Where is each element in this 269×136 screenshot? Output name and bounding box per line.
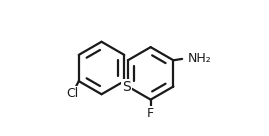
- Text: F: F: [147, 107, 154, 120]
- Text: NH₂: NH₂: [187, 52, 211, 65]
- Text: S: S: [122, 80, 130, 94]
- Text: Cl: Cl: [66, 87, 78, 100]
